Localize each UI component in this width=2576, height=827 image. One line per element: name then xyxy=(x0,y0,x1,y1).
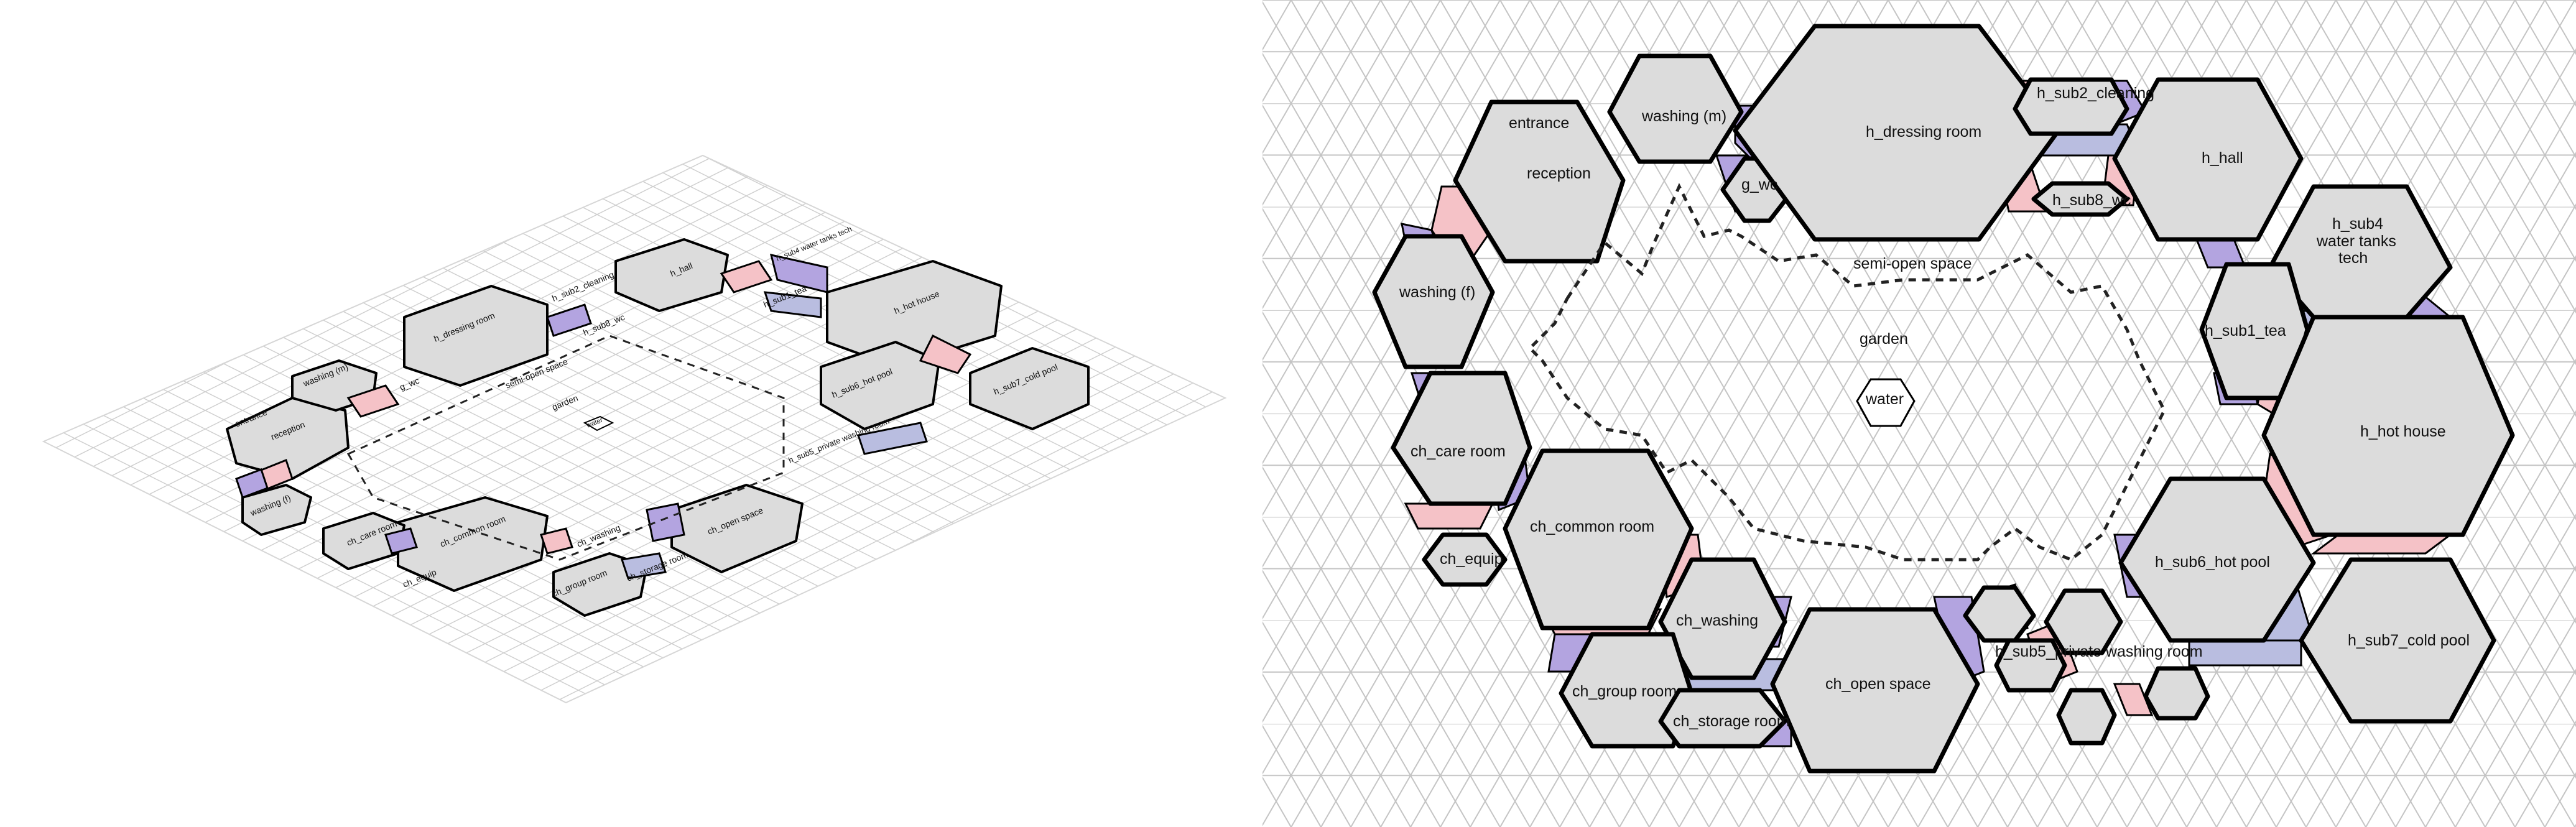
room-h-sub7-cold-pool xyxy=(2299,557,2496,724)
isometric-view: entrance reception washing (m) g_wc h_dr… xyxy=(42,154,1227,704)
room-washing-f xyxy=(1372,234,1495,369)
iso-link xyxy=(919,334,972,374)
iso-room-h-hall xyxy=(614,238,729,312)
link-care-equip xyxy=(1404,502,1494,530)
iso-room-h-hot-house xyxy=(826,260,1003,368)
label-h-sub2-cleaning: h_sub2_cleaning xyxy=(2037,85,2154,102)
plan-rooms xyxy=(1372,24,2515,774)
room-ch-care-room xyxy=(1391,371,1532,506)
iso-link xyxy=(769,254,828,293)
iso-room-h-dressing-room xyxy=(403,285,549,387)
room-ch-group-room xyxy=(1559,632,1694,749)
label-h-hall: h_hall xyxy=(2202,149,2243,167)
label-reception: reception xyxy=(1527,165,1591,182)
iso-room-ch-group-room xyxy=(552,552,648,617)
iso-water-outline xyxy=(583,415,614,432)
label-h-sub1-tea: h_sub1_tea xyxy=(2205,322,2286,340)
label-entrance: entrance xyxy=(1509,114,1569,132)
label-ch-open-space: ch_open space xyxy=(1825,675,1931,693)
room-h-sub6-hot-pool xyxy=(2118,476,2316,643)
iso-room-h-sub6-hot-pool xyxy=(820,341,940,430)
link-hothouse-sub7 xyxy=(2310,534,2453,555)
label-h-sub4-line3: tech xyxy=(2338,249,2368,267)
room-washing-m xyxy=(1607,53,1744,164)
label-h-sub5: h_sub5_private washing room xyxy=(1995,643,2203,660)
label-ch-storage-room: ch_storage room xyxy=(1673,713,1790,730)
room-ch-common-room xyxy=(1503,448,1694,631)
label-water: water xyxy=(1865,390,1904,408)
label-ch-group-room: ch_group room xyxy=(1572,683,1677,700)
water-feature xyxy=(1856,378,1916,427)
label-garden: garden xyxy=(1860,330,1908,348)
label-h-dressing-room: h_dressing room xyxy=(1866,123,1981,141)
room-reception xyxy=(1453,99,1626,264)
iso-link xyxy=(646,502,685,542)
room-h-hall xyxy=(2112,77,2304,242)
label-h-hot-house: h_hot house xyxy=(2360,423,2446,440)
link-sub5-sub7 xyxy=(2188,639,2302,667)
iso-link xyxy=(857,422,928,455)
label-ch-equip: ch_equip xyxy=(1440,550,1503,568)
room-sub5-cell-b xyxy=(2044,588,2123,655)
room-ch-washing xyxy=(1658,557,1787,680)
label-ch-washing: ch_washing xyxy=(1676,612,1758,629)
iso-link xyxy=(540,527,573,555)
label-h-sub8-wc: h_sub8_wc xyxy=(2052,192,2131,209)
room-ch-storage-room xyxy=(1658,688,1787,749)
room-sub5-cell-d xyxy=(2143,666,2210,721)
iso-rooms xyxy=(226,238,1090,617)
iso-link xyxy=(621,552,667,580)
room-ch-equip xyxy=(1422,532,1508,587)
label-washing-f: washing (f) xyxy=(1399,284,1475,301)
iso-connectors xyxy=(235,254,972,580)
iso-grid-ground xyxy=(42,154,1227,704)
iso-link xyxy=(346,384,400,418)
room-sub5-cell-c xyxy=(2056,688,2117,746)
label-ch-common-room: ch_common room xyxy=(1530,518,1654,535)
iso-room-ch-common-room xyxy=(397,496,549,592)
label-g-wc: g_wc xyxy=(1741,176,1777,193)
iso-link xyxy=(235,468,269,499)
label-ch-care-room: ch_care room xyxy=(1411,443,1506,460)
label-h-sub7-cold-pool: h_sub7_cold pool xyxy=(2348,632,2470,649)
label-h-sub4-line1: h_sub4 xyxy=(2332,215,2383,233)
room-h-sub5-private-washing-room xyxy=(1994,638,2067,693)
label-h-sub4-line2: water tanks xyxy=(2316,233,2396,250)
iso-link xyxy=(763,291,822,318)
label-semi-open-space: semi-open space xyxy=(1853,255,1971,272)
room-sub5-cell-a xyxy=(1963,585,2036,643)
iso-room-h-sub7-cold-pool xyxy=(969,347,1090,430)
room-ch-open-space xyxy=(1770,607,1980,774)
plan-view: entrance reception washing (m) g_wc h_dr… xyxy=(1263,0,2576,827)
room-h-sub8-wc xyxy=(2031,181,2129,217)
iso-room-ch-open-space xyxy=(670,484,804,573)
link-sub5b xyxy=(2113,683,2154,716)
label-h-sub6-hot-pool: h_sub6_hot pool xyxy=(2155,553,2270,571)
iso-room-washing-f xyxy=(241,484,312,536)
iso-link xyxy=(546,303,592,337)
iso-room-ch-care-room xyxy=(322,512,405,570)
iso-link xyxy=(384,527,418,555)
iso-link xyxy=(720,260,773,293)
label-washing-m: washing (m) xyxy=(1641,108,1726,125)
room-h-dressing-room xyxy=(1733,24,2061,242)
room-h-sub2-cleaning xyxy=(2013,77,2129,136)
room-h-hot-house xyxy=(2261,315,2515,537)
